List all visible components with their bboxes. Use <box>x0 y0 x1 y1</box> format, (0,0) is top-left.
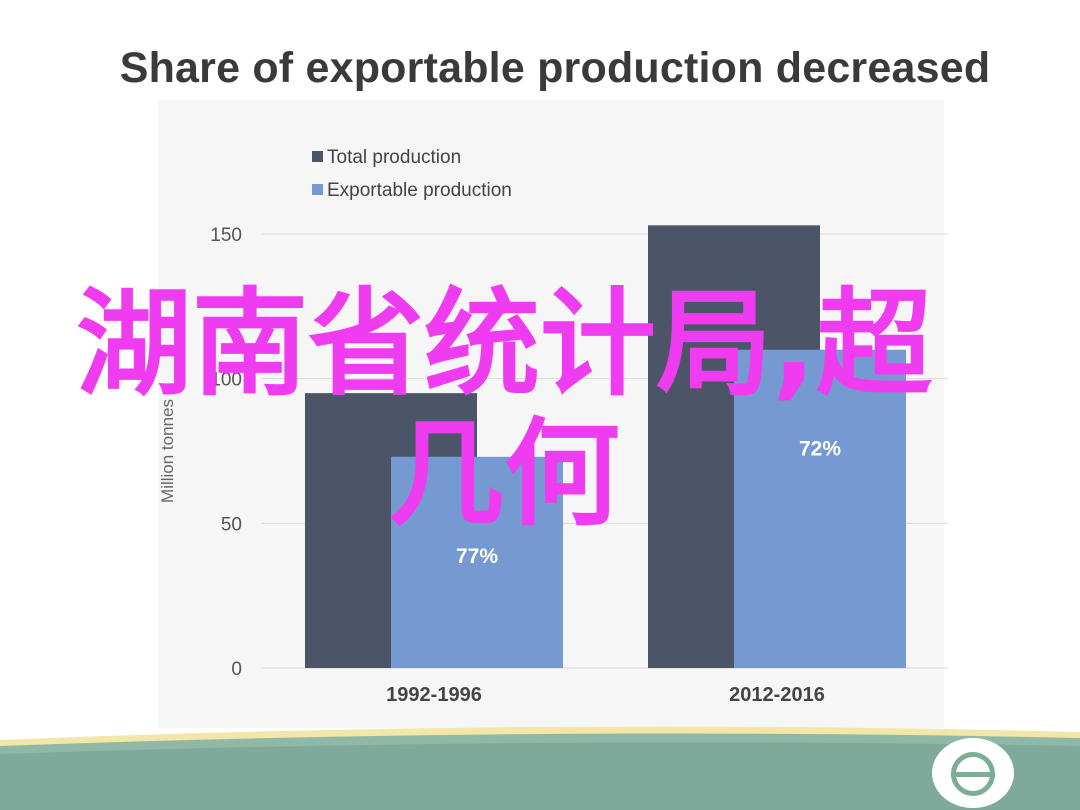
y-tick-label: 100 <box>210 370 242 391</box>
circle-theta-logo-icon <box>932 738 1014 808</box>
y-tick-label: 150 <box>210 225 242 246</box>
y-tick-label: 0 <box>231 659 242 680</box>
x-tick-label: 1992-1996 <box>386 684 482 706</box>
bar-exportable <box>734 349 906 668</box>
legend-label: Total production <box>327 147 461 168</box>
legend-swatch <box>312 151 323 162</box>
bar-data-label: 77% <box>456 545 498 568</box>
footer-band <box>0 726 1080 810</box>
slide-title: Share of exportable production decreased <box>119 44 991 92</box>
y-axis-label: Million tonnes <box>158 399 177 503</box>
legend-label: Exportable production <box>327 180 512 201</box>
y-tick-label: 50 <box>221 514 242 535</box>
logo-bar <box>951 772 995 777</box>
x-tick-label: 2012-2016 <box>729 684 825 706</box>
bar-exportable <box>391 456 563 668</box>
bar-data-label: 72% <box>799 438 841 461</box>
legend-swatch <box>312 184 323 195</box>
